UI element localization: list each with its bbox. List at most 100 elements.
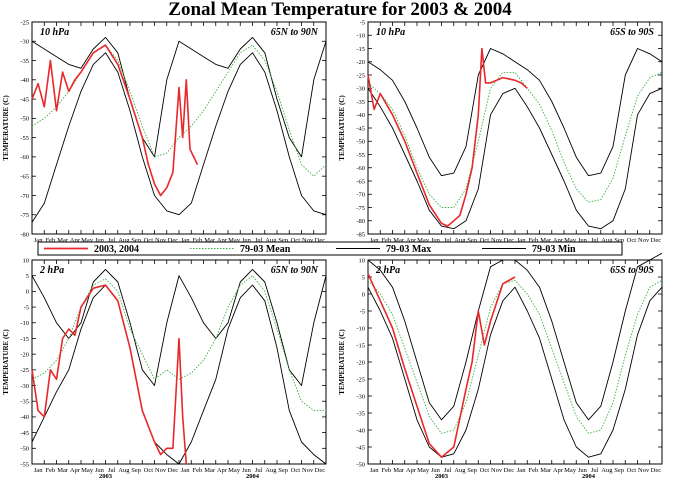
series-2003-2004 xyxy=(367,273,516,459)
y-tick-label: -50 xyxy=(356,139,365,146)
y-tick-label: -25 xyxy=(20,367,29,374)
year-label: 2003 xyxy=(99,473,113,480)
region-label: 65S to 90S xyxy=(610,265,654,276)
y-tick-label: -20 xyxy=(20,351,29,358)
y-tick-label: -70 xyxy=(20,193,29,200)
x-tick-label: Mar xyxy=(57,467,69,474)
x-tick-label: Jan xyxy=(370,237,379,244)
series-79-03-min xyxy=(367,87,663,230)
x-tick-label: Oct xyxy=(480,237,490,244)
x-tick-label: Jun xyxy=(431,237,441,244)
x-tick-label: Aug xyxy=(454,467,466,474)
y-tick-label: -35 xyxy=(356,410,365,417)
legend-label: 79-03 Min xyxy=(532,244,576,255)
x-tick-label: Jan xyxy=(181,237,190,244)
x-tick-label: May xyxy=(81,237,94,244)
x-tick-label: Sep xyxy=(467,467,477,474)
y-tick-label: -55 xyxy=(356,152,365,159)
x-tick-label: May xyxy=(81,467,94,474)
x-tick-label: Mar xyxy=(393,467,405,474)
x-tick-label: Aug xyxy=(265,467,277,474)
plot-frame xyxy=(367,259,663,465)
x-tick-label: Jun xyxy=(95,467,105,474)
x-tick-label: Nov xyxy=(638,237,650,244)
x-tick-label: Aug xyxy=(265,237,277,244)
series-79-03-min xyxy=(31,284,327,465)
x-tick-label: Feb xyxy=(382,467,392,474)
x-tick-label: May xyxy=(228,237,241,244)
y-tick-label: -25 xyxy=(356,376,365,383)
chart-panel-2: -85 -80 -75 -70 -65 -60 -55 -50 -45 -40 -35 -30 -25 -… xyxy=(338,19,663,250)
x-tick-label: Dec xyxy=(504,237,515,244)
region-label: 65N to 90N xyxy=(271,27,319,38)
y-tick-label: -35 xyxy=(20,399,29,406)
x-tick-label: Aug xyxy=(454,237,466,244)
year-label: 2003 xyxy=(435,473,449,480)
x-tick-label: May xyxy=(564,467,577,474)
y-tick-label: -60 xyxy=(20,154,29,161)
y-tick-label: -30 xyxy=(20,383,29,390)
x-tick-label: Sep xyxy=(131,237,141,244)
x-tick-label: Oct xyxy=(627,237,637,244)
x-tick-label: Oct xyxy=(291,467,301,474)
legend-label: 79-03 Max xyxy=(386,244,431,255)
y-tick-label: 0 xyxy=(26,289,29,296)
x-tick-label: Mar xyxy=(57,237,69,244)
x-tick-label: Dec xyxy=(651,237,662,244)
y-tick-label: -30 xyxy=(20,39,29,46)
x-tick-label: Aug xyxy=(601,237,613,244)
y-tick-label: -5 xyxy=(24,304,29,311)
y-tick-label: -80 xyxy=(20,231,29,238)
y-tick-label: -45 xyxy=(20,430,29,437)
y-axis-label: TEMPERATURE (C) xyxy=(338,95,346,161)
x-tick-label: Jul xyxy=(444,467,452,474)
y-tick-label: -5 xyxy=(360,308,365,315)
series-2003-2004 xyxy=(31,44,199,197)
x-tick-label: Mar xyxy=(540,467,552,474)
series-79-03-mean xyxy=(367,71,663,208)
x-tick-label: Feb xyxy=(46,237,56,244)
series-2003-2004 xyxy=(31,284,188,465)
x-tick-label: Jan xyxy=(370,467,379,474)
y-tick-label: -5 xyxy=(360,19,365,26)
y-axis-label: TEMPERATURE (C) xyxy=(2,95,10,161)
y-tick-label: -75 xyxy=(356,205,365,212)
y-tick-label: -75 xyxy=(20,212,29,219)
region-label: 65S to 90S xyxy=(610,27,654,38)
y-tick-label: -60 xyxy=(356,165,365,172)
y-tick-label: -25 xyxy=(20,19,29,26)
x-tick-label: Aug xyxy=(118,467,130,474)
series-79-03-min xyxy=(367,286,663,458)
y-tick-label: -30 xyxy=(356,393,365,400)
y-tick-label: -40 xyxy=(356,427,365,434)
y-tick-label: 0 xyxy=(362,291,365,298)
y-tick-label: -65 xyxy=(356,178,365,185)
y-tick-label: -20 xyxy=(356,359,365,366)
x-tick-label: May xyxy=(228,467,241,474)
x-tick-label: Jan xyxy=(34,237,43,244)
x-tick-label: Dec xyxy=(651,467,662,474)
x-tick-label: Apr xyxy=(406,237,417,244)
x-tick-label: Dec xyxy=(168,467,179,474)
x-tick-label: Jul xyxy=(108,237,116,244)
pressure-label: 10 hPa xyxy=(40,27,69,38)
x-tick-label: Apr xyxy=(217,237,228,244)
pressure-label: 2 hPa xyxy=(39,265,64,276)
x-tick-label: Sep xyxy=(131,467,141,474)
y-tick-label: -45 xyxy=(356,444,365,451)
series-79-03-max xyxy=(31,36,327,158)
y-tick-label: -85 xyxy=(356,231,365,238)
legend-box xyxy=(37,241,623,256)
year-label: 2004 xyxy=(246,473,260,480)
y-tick-label: -35 xyxy=(356,99,365,106)
x-tick-label: Oct xyxy=(144,467,154,474)
x-tick-label: Jan xyxy=(517,237,526,244)
x-tick-label: Nov xyxy=(155,467,167,474)
y-tick-label: -15 xyxy=(20,336,29,343)
x-tick-label: Dec xyxy=(504,467,515,474)
x-tick-label: Dec xyxy=(315,237,326,244)
x-tick-label: Nov xyxy=(302,467,314,474)
x-tick-label: Sep xyxy=(614,467,624,474)
x-tick-label: Jun xyxy=(242,237,252,244)
region-label: 65N to 90N xyxy=(271,265,319,276)
